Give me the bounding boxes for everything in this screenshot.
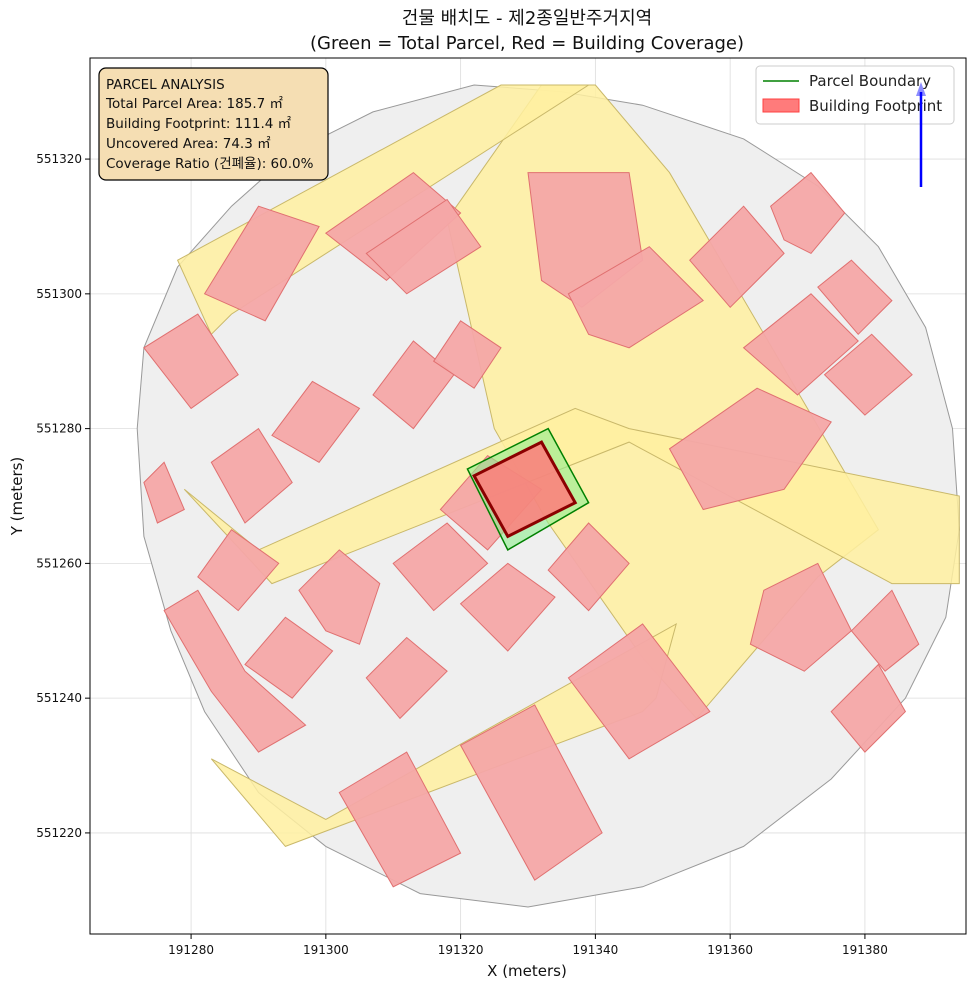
- x-axis-label: X (meters): [487, 962, 567, 980]
- neighbor-building: [850, 589, 920, 672]
- x-axis-ticks: 191280 191300 191320 191340 191360 191380: [168, 934, 888, 957]
- chart-title-line1: 건물 배치도 - 제2종일반주거지역: [402, 8, 652, 29]
- neighbor-building: [365, 198, 482, 295]
- y-axis-label: Y (meters): [8, 457, 26, 537]
- legend-building-swatch: [762, 98, 800, 113]
- x-tick-label: 191320: [438, 943, 484, 957]
- neighbor-building: [244, 616, 334, 699]
- neighbor-building: [770, 171, 846, 255]
- neighbor-building: [817, 259, 893, 336]
- y-tick-label: 551220: [36, 826, 82, 840]
- neighbor-buildings-layer: [143, 171, 920, 888]
- north-arrow-icon: [916, 82, 926, 187]
- neighbor-building: [459, 562, 556, 652]
- neighbor-building: [567, 246, 704, 349]
- neighbor-building: [547, 522, 630, 612]
- neighbor-building: [823, 333, 913, 416]
- neighbor-building: [689, 205, 785, 309]
- neighbor-building: [668, 387, 832, 511]
- y-tick-label: 551260: [36, 556, 82, 570]
- x-tick-label: 191380: [842, 943, 888, 957]
- annotation-uncovered-area: Uncovered Area: 74.3 ㎡: [106, 136, 271, 152]
- neighbor-building: [271, 380, 361, 463]
- x-tick-label: 191300: [303, 943, 349, 957]
- legend-parcel-label: Parcel Boundary: [809, 72, 931, 90]
- parcel-analysis-box: PARCEL ANALYSIS Total Parcel Area: 185.7…: [98, 67, 329, 181]
- neighbor-building: [163, 589, 307, 753]
- neighbor-building: [433, 320, 502, 389]
- y-tick-label: 551320: [36, 152, 82, 166]
- neighbor-building: [742, 293, 859, 396]
- neighbor-building: [143, 313, 239, 410]
- neighbor-building: [749, 562, 853, 672]
- neighbor-building: [567, 623, 711, 760]
- annotation-building-footprint: Building Footprint: 111.4 ㎡: [106, 116, 292, 132]
- neighbor-building: [210, 427, 293, 524]
- neighbor-building: [298, 549, 381, 645]
- neighbor-building: [392, 522, 489, 612]
- legend-box: [755, 65, 955, 125]
- y-tick-label: 551300: [36, 287, 82, 301]
- annotation-heading: PARCEL ANALYSIS: [106, 77, 225, 93]
- plot-frame: [89, 57, 967, 935]
- annotation-total-area: Total Parcel Area: 185.7 ㎡: [105, 96, 283, 112]
- neighbor-building: [324, 171, 462, 282]
- chart-title-line2: (Green = Total Parcel, Red = Building Co…: [310, 33, 744, 54]
- x-tick-label: 191280: [168, 943, 214, 957]
- y-tick-label: 551280: [36, 422, 82, 436]
- neighbor-building: [459, 704, 603, 881]
- neighbor-building: [338, 751, 462, 888]
- neighbor-building: [143, 461, 185, 524]
- neighbor-building: [830, 663, 907, 753]
- y-tick-label: 551240: [36, 691, 82, 705]
- x-tick-label: 191340: [572, 943, 618, 957]
- x-tick-label: 191360: [707, 943, 753, 957]
- annotation-coverage-ratio: Coverage Ratio (건폐율): 60.0%: [106, 156, 314, 172]
- neighbor-building: [365, 636, 448, 720]
- y-axis-ticks: 551220 551240 551260 551280 551300 551320: [36, 152, 90, 840]
- legend: Parcel Boundary Building Footprint: [755, 65, 955, 125]
- neighbor-building: [197, 529, 280, 612]
- annotation-background: [98, 67, 329, 181]
- subject-building-polygon: [472, 440, 578, 539]
- neighbor-building: [203, 205, 320, 322]
- legend-building-label: Building Footprint: [809, 97, 942, 115]
